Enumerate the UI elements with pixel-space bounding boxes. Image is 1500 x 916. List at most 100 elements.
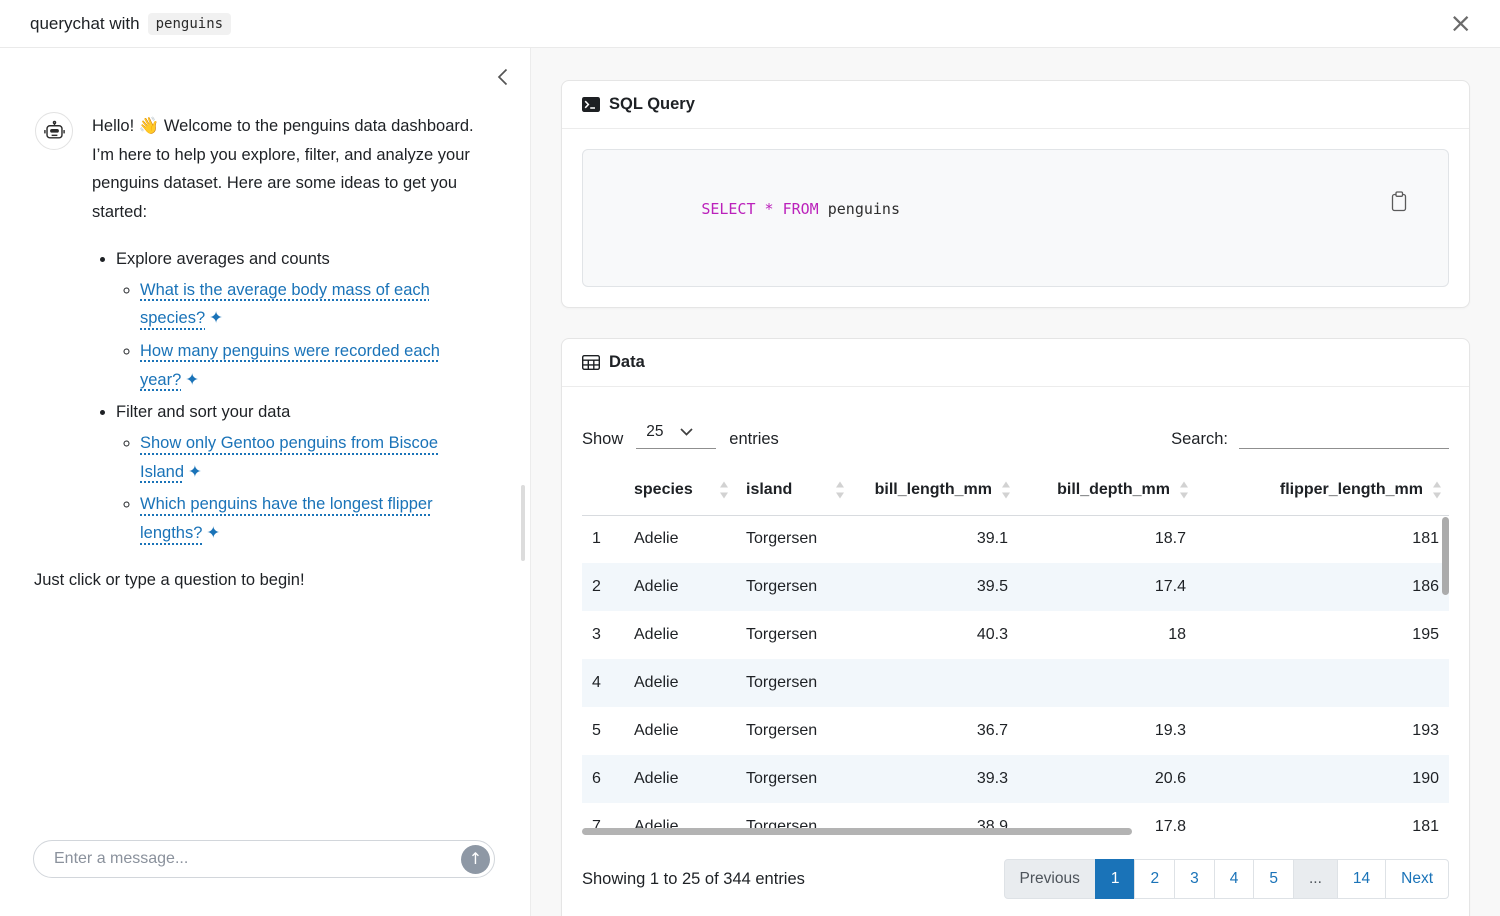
chat-message-input[interactable] xyxy=(33,840,495,878)
sort-icon xyxy=(1180,481,1188,499)
data-card-header: Data xyxy=(562,339,1469,387)
sort-icon xyxy=(1002,481,1010,499)
table-row: 3 Adelie Torgersen 40.3 18 195 xyxy=(582,611,1449,659)
chat-scrollbar-thumb[interactable] xyxy=(521,485,525,561)
page-button[interactable]: 14 xyxy=(1336,859,1387,899)
assistant-message: Hello! 👋 Welcome to the penguins data da… xyxy=(34,112,497,595)
close-icon[interactable]: × xyxy=(1445,10,1476,37)
row-index-cell: 2 xyxy=(592,578,601,595)
table-horizontal-scrollbar-thumb[interactable] xyxy=(582,828,1132,835)
table-cell: 17.8 xyxy=(1154,818,1186,835)
table-body: 1 Adelie Torgersen 39.1 18.7 181 2 Adelie Torger… xyxy=(582,515,1449,836)
row-index-cell: 4 xyxy=(592,674,601,691)
table-cell: 20.6 xyxy=(1154,770,1186,787)
table-cell: 36.7 xyxy=(976,722,1008,739)
chat-messages: Hello! 👋 Welcome to the penguins data da… xyxy=(0,48,530,840)
table-cell: 181 xyxy=(1412,530,1439,548)
table-info-text: Showing 1 to 25 of 344 entries xyxy=(582,869,805,888)
suggestion-section-label: Explore averages and counts xyxy=(116,249,330,268)
data-table-container: species island bill_length_mm bill_depth_mm… xyxy=(582,465,1449,836)
column-header[interactable]: flipper_length_mm xyxy=(1196,465,1449,516)
send-message-icon[interactable]: ↑ xyxy=(461,844,490,874)
column-header-label: species xyxy=(634,480,693,498)
sort-icon xyxy=(1433,481,1441,499)
page-button[interactable]: 1 xyxy=(1094,859,1136,899)
table-cell: 40.3 xyxy=(976,626,1008,643)
suggestion-link[interactable]: Which penguins have the longest flipper … xyxy=(140,495,433,542)
next-page-button[interactable]: Next xyxy=(1385,859,1449,899)
sparkle-icon: ✦ xyxy=(185,370,200,389)
column-header-label: bill_length_mm xyxy=(874,480,992,498)
column-header-label: bill_depth_mm xyxy=(1057,480,1170,498)
page-size-select[interactable]: 25 xyxy=(636,421,717,449)
table-row: 5 Adelie Torgersen 36.7 19.3 193 xyxy=(582,707,1449,755)
table-cell: Adelie xyxy=(634,626,679,643)
suggestion-link[interactable]: What is the average body mass of each sp… xyxy=(140,281,430,328)
column-header[interactable]: bill_depth_mm xyxy=(1018,465,1196,516)
greeting-text: Hello! 👋 Welcome to the penguins data da… xyxy=(92,117,474,222)
data-card: Data Show 25 entries xyxy=(561,338,1470,916)
suggestion-text: Show only Gentoo penguins from Biscoe Is… xyxy=(140,434,439,481)
suggestion-list: Explore averages and counts What is the a… xyxy=(92,245,484,548)
sql-card-header: SQL Query xyxy=(562,81,1469,129)
suggestion-link[interactable]: How many penguins were recorded each yea… xyxy=(140,342,440,389)
closing-text: Just click or type a question to begin! xyxy=(34,570,305,589)
collapse-sidebar-icon[interactable] xyxy=(493,64,512,90)
row-index-cell: 5 xyxy=(592,722,601,739)
table-cell: 39.5 xyxy=(976,578,1008,595)
table-cell: Adelie xyxy=(634,578,679,595)
row-index-header xyxy=(582,465,624,516)
table-row: 6 Adelie Torgersen 39.3 20.6 190 xyxy=(582,755,1449,803)
table-cell: Torgersen xyxy=(746,578,818,595)
sql-code-block: SELECT * FROM penguins xyxy=(582,149,1449,287)
sql-card-body: SELECT * FROM penguins xyxy=(562,129,1469,307)
page-button[interactable]: 4 xyxy=(1213,859,1255,899)
app-title: querychat with penguins xyxy=(30,12,232,35)
table-cell: Adelie xyxy=(634,530,679,548)
copy-icon[interactable] xyxy=(1389,159,1437,244)
sparkle-icon: ✦ xyxy=(209,309,223,328)
search-control: Search: xyxy=(1171,423,1449,449)
table-cell: Torgersen xyxy=(746,770,818,787)
suggestion-link[interactable]: Show only Gentoo penguins from Biscoe Is… xyxy=(140,434,438,481)
column-header[interactable]: bill_length_mm xyxy=(852,465,1018,516)
table-cell: 39.1 xyxy=(976,530,1008,548)
row-index-cell: 6 xyxy=(592,770,601,787)
data-card-body: Show 25 entries Search: xyxy=(562,387,1469,916)
dataset-name-chip: penguins xyxy=(147,12,232,35)
pagination: Previous 1 2 3 4 5... 14 Next xyxy=(1003,859,1449,899)
page-button[interactable]: 2 xyxy=(1134,859,1176,899)
suggestion-item: What is the average body mass of each sp… xyxy=(140,276,484,333)
search-input[interactable] xyxy=(1239,423,1449,449)
page-length-control: Show 25 entries xyxy=(582,421,779,449)
page-ellipsis: ... xyxy=(1292,859,1338,899)
suggestion-text: How many penguins were recorded each yea… xyxy=(140,341,440,389)
table-cell: Adelie xyxy=(634,674,679,691)
sort-icon xyxy=(836,481,844,499)
table-cell xyxy=(1018,659,1196,707)
table-cell: Torgersen xyxy=(746,626,818,643)
search-label: Search: xyxy=(1171,430,1228,448)
suggestion-section-label: Filter and sort your data xyxy=(116,403,291,422)
page-button[interactable]: 3 xyxy=(1174,859,1215,899)
sql-card-title: SQL Query xyxy=(609,95,695,113)
column-header-label: flipper_length_mm xyxy=(1279,480,1423,498)
table-cell: 19.3 xyxy=(1154,722,1186,739)
suggestion-section: Filter and sort your data Show only Gento… xyxy=(116,398,484,548)
column-header[interactable]: island xyxy=(736,465,852,516)
row-index-cell: 7 xyxy=(592,818,601,835)
column-header[interactable]: species xyxy=(624,465,736,516)
sparkle-icon: ✦ xyxy=(188,462,202,481)
table-cell: Torgersen xyxy=(746,674,818,691)
table-vertical-scrollbar-thumb[interactable] xyxy=(1442,517,1449,595)
column-header-label: island xyxy=(746,480,793,498)
suggestion-section: Explore averages and counts What is the a… xyxy=(116,245,484,395)
table-cell: 181 xyxy=(1412,818,1439,835)
suggestion-text: Which penguins have the longest flipper … xyxy=(140,495,433,543)
entries-label: entries xyxy=(729,430,779,448)
page-size-value: 25 xyxy=(646,423,664,440)
data-table: species island bill_length_mm bill_depth_mm… xyxy=(582,465,1449,836)
page-button[interactable]: 5 xyxy=(1253,859,1294,899)
table-cell xyxy=(852,659,1018,707)
previous-page-button: Previous xyxy=(1003,859,1096,899)
